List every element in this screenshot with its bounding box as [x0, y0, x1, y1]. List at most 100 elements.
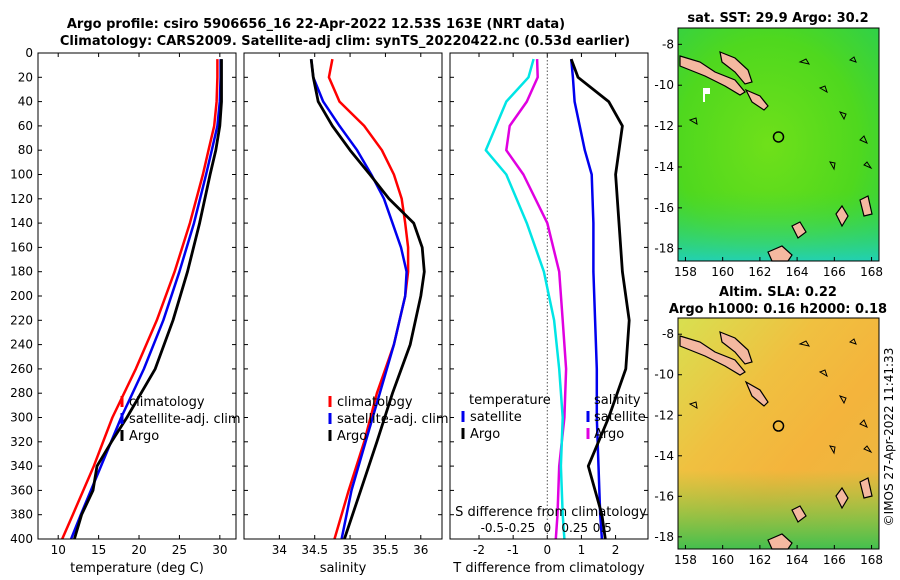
lon-tick-label: 162 — [748, 553, 771, 567]
sla-ticks: 158 160 162 164 166 168 -8 -10 -12 -14 -16 -18 — [654, 327, 883, 567]
title-line-2: Climatology: CARS2009. Satellite-adj cli… — [60, 34, 630, 49]
salinity-panel: 34 34.5 35 35.5 36 salinity climatology satelli… — [243, 52, 449, 576]
depth-tick-label: 140 — [10, 216, 33, 230]
lon-tick-label: 158 — [674, 553, 697, 567]
legend-label: climatology — [129, 395, 205, 410]
lon-tick-label: 164 — [786, 553, 809, 567]
sla-map: Altim. SLA: 0.22 Argo h1000: 0.16 h2000:… — [654, 285, 887, 567]
depth-tick-label: 280 — [10, 386, 33, 400]
legend-label: temperature — [469, 393, 551, 408]
x-tick-label: 30 — [212, 543, 227, 557]
s-tick-label: 0.25 — [561, 521, 588, 535]
depth-tick-label: 180 — [10, 265, 33, 279]
lat-tick-label: -8 — [662, 327, 674, 341]
depth-tick-label: 340 — [10, 459, 33, 473]
legend-label: satellite — [594, 410, 646, 425]
x-tick-label: 1 — [578, 543, 586, 557]
plot-area — [38, 53, 236, 539]
sla-reef-outlines — [688, 338, 873, 455]
lat-tick-label: -10 — [654, 368, 674, 382]
lon-tick-label: 164 — [786, 265, 809, 279]
series-line-temperature-argo — [569, 58, 631, 540]
depth-tick-label: 20 — [18, 70, 33, 84]
lat-tick-label: -12 — [654, 119, 674, 133]
lon-tick-label: 166 — [823, 265, 846, 279]
depth-tick-label: 320 — [10, 435, 33, 449]
s-axis-label: S difference from climatology — [455, 505, 647, 520]
x-tick-label: -1 — [507, 543, 519, 557]
x-tick-label: -2 — [473, 543, 485, 557]
lat-tick-label: -10 — [654, 78, 674, 92]
x-tick-label: 2 — [612, 543, 620, 557]
sst-reef-outlines — [688, 56, 873, 171]
lon-tick-label: 160 — [711, 553, 734, 567]
sst-frame — [677, 27, 880, 262]
sla-map-title-2: Argo h1000: 0.16 h2000: 0.18 — [669, 302, 887, 317]
depth-tick-label: 200 — [10, 289, 33, 303]
depth-tick-label: 40 — [18, 95, 33, 109]
lon-tick-label: 168 — [860, 553, 883, 567]
plot-area — [244, 53, 442, 539]
s-tick-label: 0.5 — [593, 521, 612, 535]
series-line-argo — [309, 58, 426, 540]
x-tick-label: 35.5 — [372, 543, 399, 557]
legend-label: Argo — [129, 429, 159, 444]
panel-frame — [243, 52, 443, 540]
x-tick-label: 25 — [172, 543, 187, 557]
lon-tick-label: 158 — [674, 265, 697, 279]
series-line-climatology — [61, 59, 219, 540]
x-tick-label: 34 — [272, 543, 287, 557]
legend-label: satellite-adj. clim — [129, 412, 241, 427]
legend-label: Argo — [470, 427, 500, 442]
panel-frame — [37, 52, 237, 540]
legend-label: satellite — [470, 410, 522, 425]
temperature-panel: 10 15 20 25 30 temperature (deg C) climatology… — [37, 52, 241, 576]
sst-ticks: 158 160 162 164 166 168 -8 -10 -12 -14 -16 -18 — [654, 37, 883, 279]
series-line-salinity-satellite — [484, 58, 566, 540]
lon-tick-label: 160 — [711, 265, 734, 279]
depth-tick-label: 160 — [10, 240, 33, 254]
depth-tick-label: 60 — [18, 119, 33, 133]
depth-tick-label: 300 — [10, 411, 33, 425]
sla-map-title-1: Altim. SLA: 0.22 — [719, 285, 837, 300]
lat-tick-label: -8 — [662, 37, 674, 51]
lon-tick-label: 168 — [860, 265, 883, 279]
series-line-satellite-adj-clim — [69, 59, 222, 540]
s-tick-label: 0 — [543, 521, 551, 535]
x-tick-label: 36 — [413, 543, 428, 557]
series-line-temperature-satellite — [569, 58, 604, 540]
depth-tick-label: 240 — [10, 338, 33, 352]
depth-tick-label: 260 — [10, 362, 33, 376]
lat-tick-label: -16 — [654, 489, 674, 503]
sla-argo-marker — [772, 420, 785, 432]
sst-map: sat. SST: 29.9 Argo: 30.2 158 160 162 164 16… — [654, 11, 883, 279]
x-axis-label: T difference from climatology — [452, 561, 645, 576]
depth-tick-label: 0 — [25, 46, 33, 60]
series-line-climatology — [327, 58, 410, 540]
x-tick-label: 20 — [131, 543, 146, 557]
legend-label: satellite-adj. clim — [337, 412, 449, 427]
lat-tick-label: -18 — [654, 242, 674, 256]
lat-tick-label: -12 — [654, 408, 674, 422]
lon-tick-label: 162 — [748, 265, 771, 279]
depth-tick-label: 380 — [10, 508, 33, 522]
depth-tick-label: 80 — [18, 143, 33, 157]
x-axis-label: temperature (deg C) — [70, 561, 204, 576]
difference-panel: -2 -1 0 1 2 T difference from climatology S di… — [449, 52, 649, 576]
legend-label: climatology — [337, 395, 413, 410]
legend-label: Argo — [337, 429, 367, 444]
depth-tick-label: 360 — [10, 483, 33, 497]
x-axis-label: salinity — [320, 561, 367, 576]
x-tick-label: 15 — [91, 543, 106, 557]
legend-label: Argo — [594, 427, 624, 442]
lat-tick-label: -14 — [654, 160, 674, 174]
depth-tick-label: 100 — [10, 168, 33, 182]
depth-tick-label: 400 — [10, 532, 33, 546]
sst-map-title: sat. SST: 29.9 Argo: 30.2 — [687, 11, 868, 26]
x-tick-label: 35 — [342, 543, 357, 557]
x-tick-label: 0 — [543, 543, 551, 557]
x-tick-label: 10 — [51, 543, 66, 557]
lon-tick-label: 166 — [823, 553, 846, 567]
title-line-1: Argo profile: csiro 5906656_16 22-Apr-20… — [67, 17, 565, 32]
